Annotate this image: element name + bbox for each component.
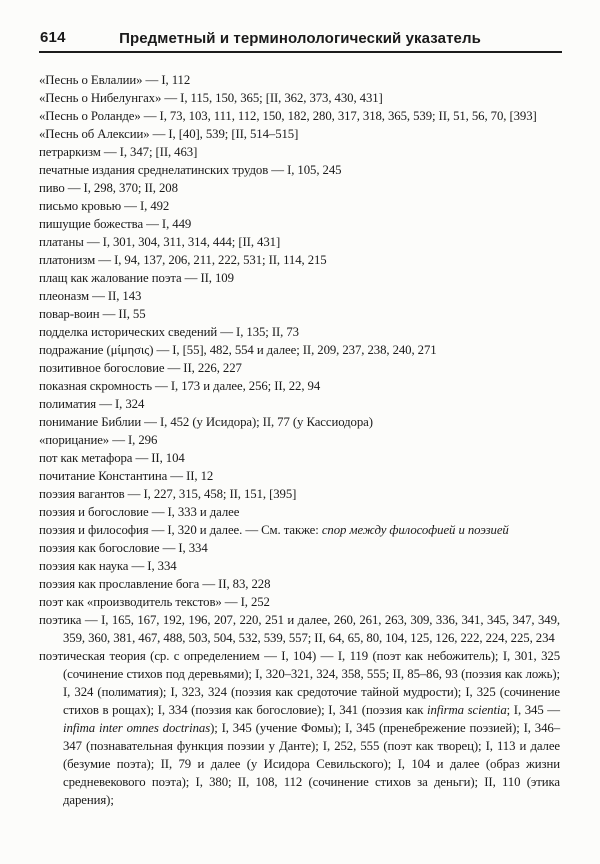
index-entry: позитивное богословие — II, 226, 227 xyxy=(39,359,560,377)
entry-text: поэзия вагантов — I, 227, 315, 458; II, … xyxy=(39,487,297,501)
entry-text: поэтическая теория (ср. с определением —… xyxy=(39,649,560,717)
entry-text: поэтика — I, 165, 167, 192, 196, 207, 22… xyxy=(39,613,560,645)
entry-text: «Песнь о Роланде» — I, 73, 103, 111, 112… xyxy=(39,109,537,123)
page-number: 614 xyxy=(40,29,66,46)
entry-text: пот как метафора — II, 104 xyxy=(39,451,185,465)
entry-text: плащ как жалование поэта — II, 109 xyxy=(39,271,234,285)
entry-text: подражание (μίμησις) — I, [55], 482, 554… xyxy=(39,343,437,357)
index-entry: пишущие божества — I, 449 xyxy=(39,215,560,233)
index-entry: показная скромность — I, 173 и далее, 25… xyxy=(39,377,560,395)
entry-text: платаны — I, 301, 304, 311, 314, 444; [I… xyxy=(39,235,281,249)
entry-text: платонизм — I, 94, 137, 206, 211, 222, 5… xyxy=(39,253,327,267)
entry-text: полиматия — I, 324 xyxy=(39,397,145,411)
entry-text: поэзия и богословие — I, 333 и далее xyxy=(39,505,240,519)
index-entry: печатные издания среднелатинских трудов … xyxy=(39,161,560,179)
entry-text: пиво — I, 298, 370; II, 208 xyxy=(39,181,178,195)
index-entry: «Песнь о Нибелунгах» — I, 115, 150, 365;… xyxy=(39,89,560,107)
index-entry: поэзия и богословие — I, 333 и далее xyxy=(39,503,560,521)
page-header: 614 Предметный и терминолологический ука… xyxy=(0,0,600,47)
index-entry: повар-воин — II, 55 xyxy=(39,305,560,323)
index-entry: подделка исторических сведений — I, 135;… xyxy=(39,323,560,341)
index-entry: поэзия как прославление бога — II, 83, 2… xyxy=(39,575,560,593)
index-entry: пиво — I, 298, 370; II, 208 xyxy=(39,179,560,197)
entry-text: ; I, 345 — xyxy=(506,703,561,717)
entry-text: показная скромность — I, 173 и далее, 25… xyxy=(39,379,321,393)
index-entry: полиматия — I, 324 xyxy=(39,395,560,413)
entry-text: позитивное богословие — II, 226, 227 xyxy=(39,361,242,375)
index-entry: поэт как «производитель текстов» — I, 25… xyxy=(39,593,560,611)
header-rule xyxy=(39,51,562,53)
index-entry: понимание Библии — I, 452 (у Исидора); I… xyxy=(39,413,560,431)
index-entry: письмо кровью — I, 492 xyxy=(39,197,560,215)
entry-text: «Песнь о Нибелунгах» — I, 115, 150, 365;… xyxy=(39,91,383,105)
index-entry: поэзия как наука — I, 334 xyxy=(39,557,560,575)
entry-text: почитание Константина — II, 12 xyxy=(39,469,214,483)
entry-text: «порицание» — I, 296 xyxy=(39,433,158,447)
entry-text: понимание Библии — I, 452 (у Исидора); I… xyxy=(39,415,373,429)
index-entry: «Песнь об Алексии» — I, [40], 539; [II, … xyxy=(39,125,560,143)
index-entry: платаны — I, 301, 304, 311, 314, 444; [I… xyxy=(39,233,560,251)
entry-text: поэт как «производитель текстов» — I, 25… xyxy=(39,595,270,609)
entry-text: петраркизм — I, 347; [II, 463] xyxy=(39,145,198,159)
index-entry: подражание (μίμησις) — I, [55], 482, 554… xyxy=(39,341,560,359)
entry-text-italic: спор между философией и поэзией xyxy=(321,523,509,537)
index-entry: петраркизм — I, 347; [II, 463] xyxy=(39,143,560,161)
entry-text-italic: infirma scientia xyxy=(427,703,507,717)
entry-text: поэзия как наука — I, 334 xyxy=(39,559,177,573)
entry-text: поэзия как прославление бога — II, 83, 2… xyxy=(39,577,271,591)
index-entry: почитание Константина — II, 12 xyxy=(39,467,560,485)
index-entry: «Песнь о Евлалии» — I, 112 xyxy=(39,71,560,89)
index-entry: «порицание» — I, 296 xyxy=(39,431,560,449)
entry-text: ); I, 345 (учение Фомы); I, 345 (пренебр… xyxy=(63,721,561,807)
index-entry: поэзия как богословие — I, 334 xyxy=(39,539,560,557)
entry-text: пишущие божества — I, 449 xyxy=(39,217,192,231)
index-entry: платонизм — I, 94, 137, 206, 211, 222, 5… xyxy=(39,251,560,269)
index-entry: плеоназм — II, 143 xyxy=(39,287,560,305)
index-list: «Песнь о Евлалии» — I, 112 «Песнь о Нибел… xyxy=(0,53,600,809)
index-entry: «Песнь о Роланде» — I, 73, 103, 111, 112… xyxy=(39,107,560,125)
entry-text: письмо кровью — I, 492 xyxy=(39,199,170,213)
entry-text: плеоназм — II, 143 xyxy=(39,289,142,303)
entry-text: повар-воин — II, 55 xyxy=(39,307,146,321)
entry-text: подделка исторических сведений — I, 135;… xyxy=(39,325,299,339)
entry-text: поэзия как богословие — I, 334 xyxy=(39,541,208,555)
entry-text: «Песнь об Алексии» — I, [40], 539; [II, … xyxy=(39,127,299,141)
index-entry: поэзия и философия — I, 320 и далее. — С… xyxy=(39,521,560,539)
header-title: Предметный и терминолологический указате… xyxy=(119,30,481,47)
index-entry: плащ как жалование поэта — II, 109 xyxy=(39,269,560,287)
index-entry: пот как метафора — II, 104 xyxy=(39,449,560,467)
entry-text: «Песнь о Евлалии» — I, 112 xyxy=(39,73,191,87)
index-entry: поэтика — I, 165, 167, 192, 196, 207, 22… xyxy=(39,611,560,647)
entry-text: поэзия и философия — I, 320 и далее. — С… xyxy=(39,523,322,537)
index-entry: поэтическая теория (ср. с определением —… xyxy=(39,647,560,809)
entry-text-italic: infima inter omnes doctrinas xyxy=(63,721,211,735)
entry-text: печатные издания среднелатинских трудов … xyxy=(39,163,342,177)
index-entry: поэзия вагантов — I, 227, 315, 458; II, … xyxy=(39,485,560,503)
